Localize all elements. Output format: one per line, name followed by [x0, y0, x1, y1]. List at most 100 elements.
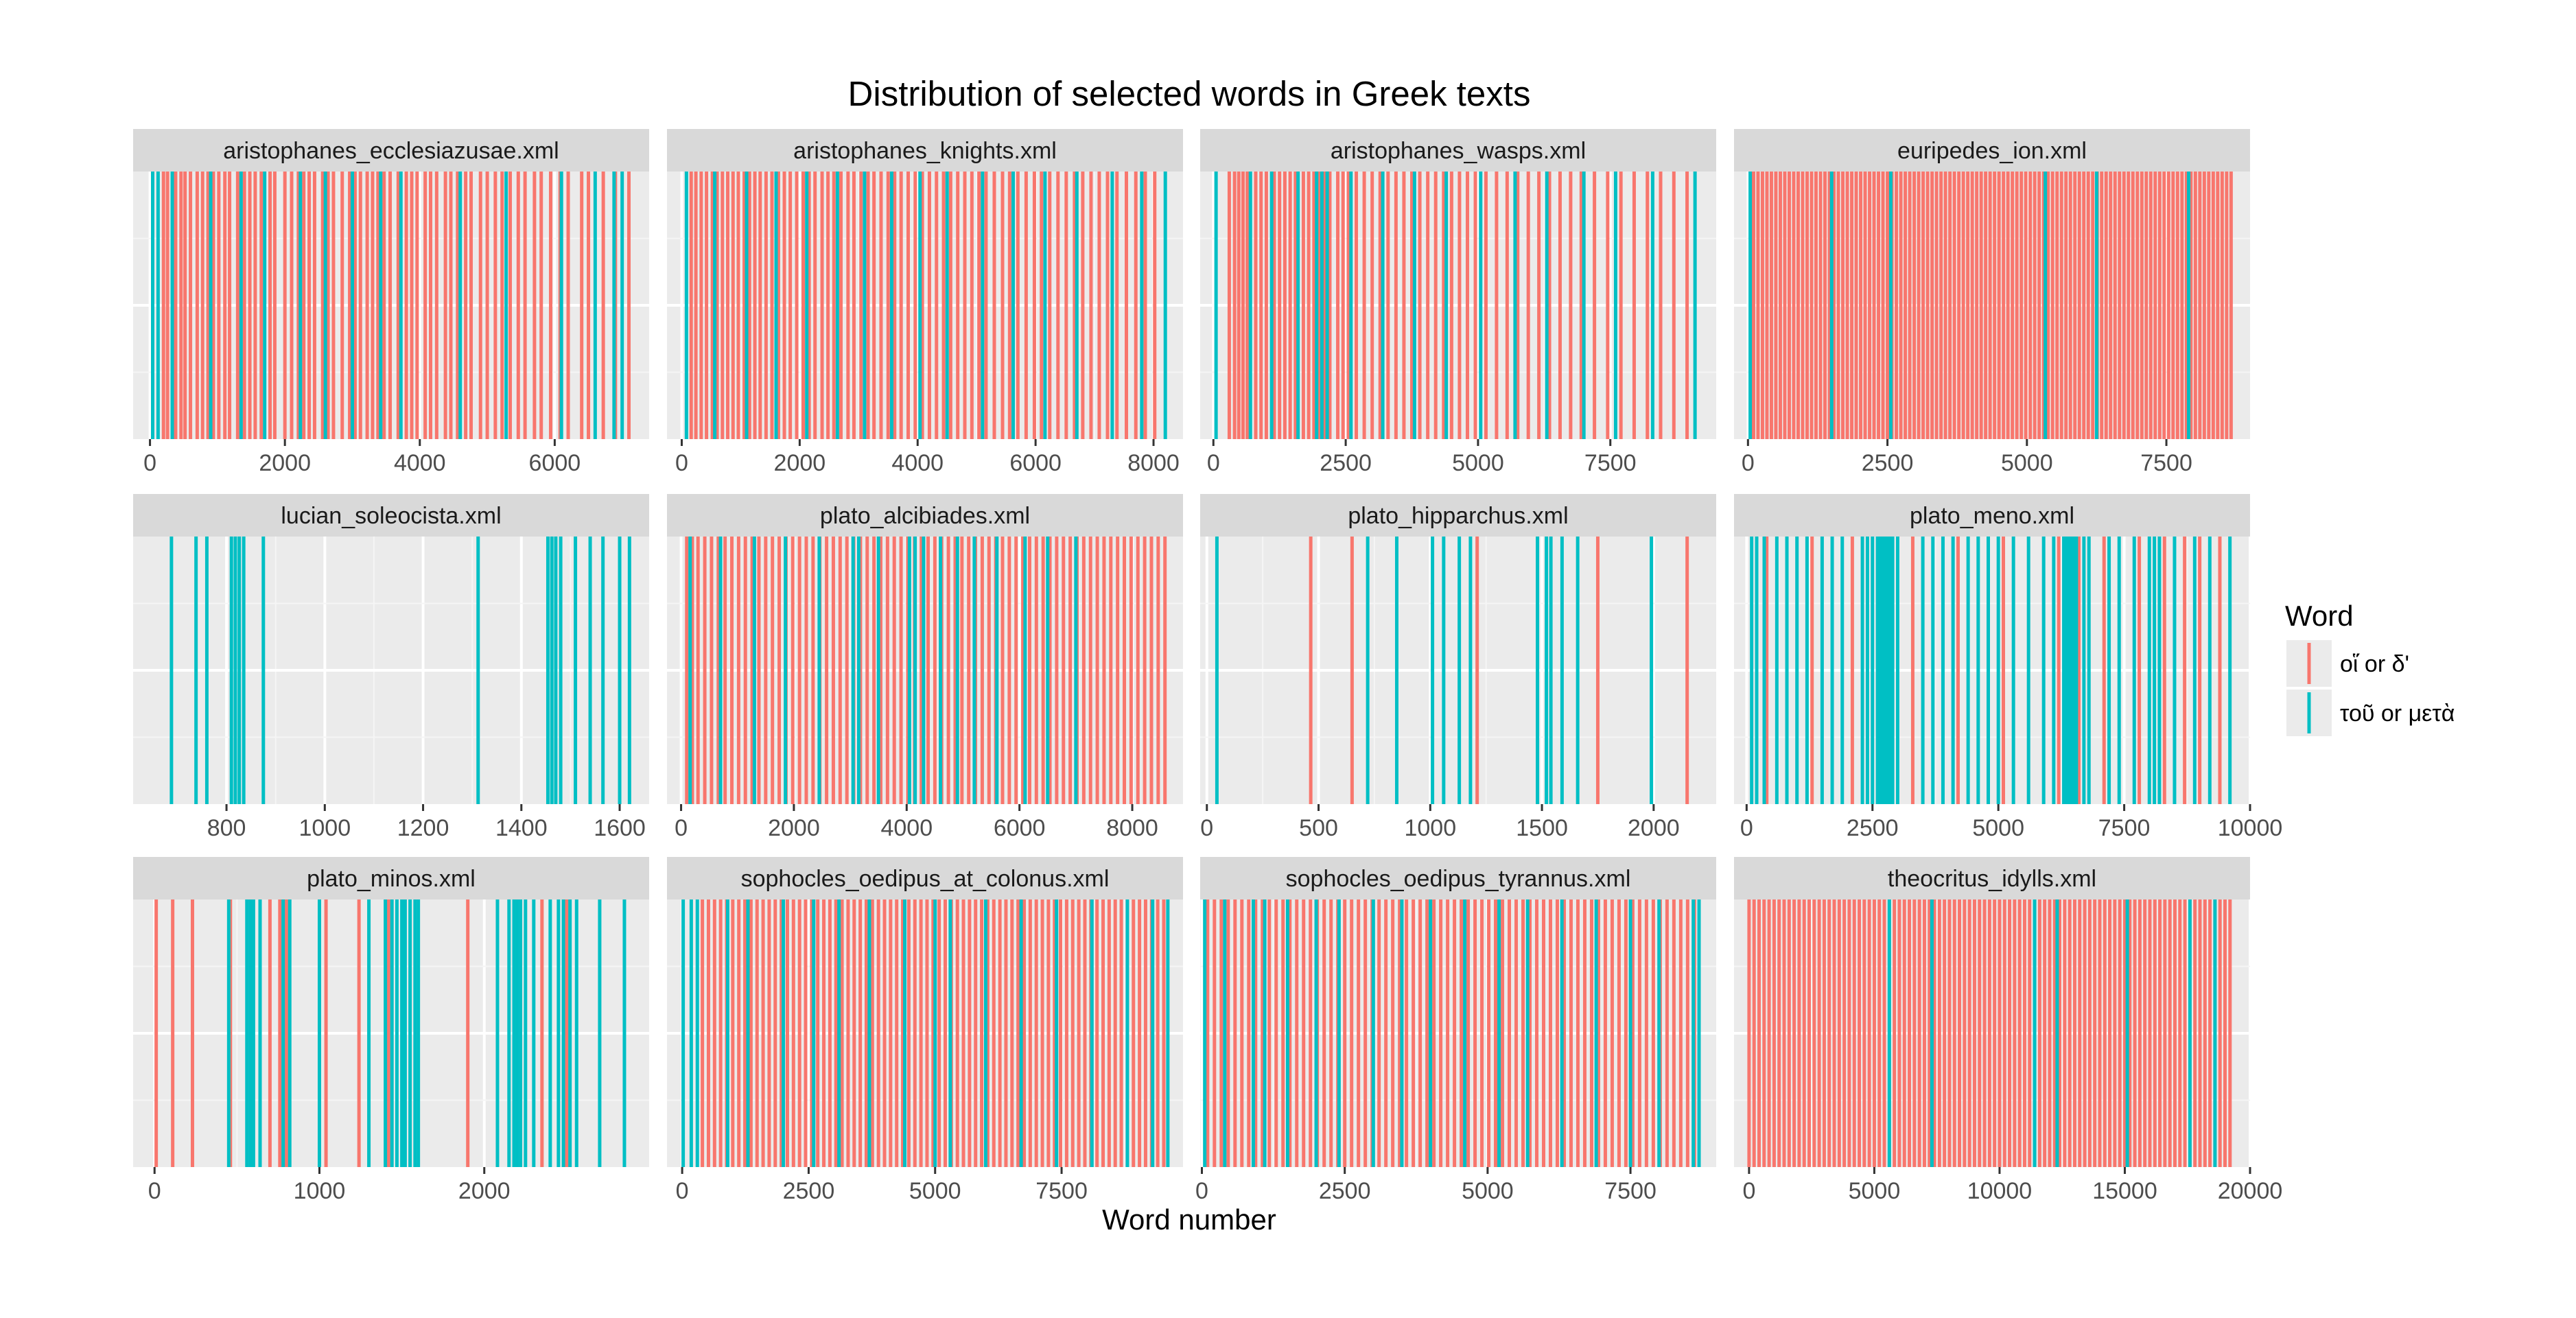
x-tick-label: 0	[1207, 450, 1220, 476]
facet-strip-label: plato_minos.xml	[307, 866, 476, 892]
x-tick-label: 1400	[495, 815, 548, 841]
x-tick-label: 6000	[994, 815, 1046, 841]
x-tick-label: 0	[143, 450, 156, 476]
x-axis: 0 2000 4000 6000 8000	[675, 804, 1158, 841]
x-tick-label: 15000	[2092, 1178, 2157, 1204]
x-tick-label: 7500	[1035, 1178, 1088, 1204]
facet-strip	[667, 857, 1183, 899]
word-marks	[1214, 172, 1697, 439]
x-tick-label: 2000	[259, 450, 311, 476]
facet-strip	[1200, 494, 1716, 537]
x-tick-label: 2500	[1319, 1178, 1371, 1204]
facet-strip-label: aristophanes_ecclesiazusae.xml	[223, 138, 559, 164]
x-axis: 0 5000 10000 15000 20000	[1742, 1167, 2282, 1204]
facet-strip-label: sophocles_oedipus_tyrannus.xml	[1286, 866, 1631, 892]
facet-strip	[133, 494, 649, 537]
facet-strip-label: theocritus_idylls.xml	[1888, 866, 2096, 892]
x-axis: 0 1000 2000	[148, 1167, 511, 1204]
facet-panel-2: aristophanes_knights.xml 0 2000 4000 6000 800…	[667, 129, 1183, 476]
word-marks	[681, 899, 1170, 1167]
word-marks	[1215, 537, 1689, 804]
facet-panel-1: aristophanes_ecclesiazusae.xml 0 2000 4000 6…	[133, 129, 649, 476]
x-tick-label: 2000	[458, 1178, 511, 1204]
word-marks	[685, 537, 1167, 804]
facet-panel-8: plato_meno.xml 0 2500 5000 7500 10000	[1734, 494, 2282, 841]
x-axis: 0 2000 4000 6000	[143, 439, 581, 476]
x-tick-label: 6000	[529, 450, 581, 476]
facet-panel-9: plato_minos.xml 0 1000 2000	[133, 857, 649, 1204]
x-axis: 0 500 1000 1500 2000	[1200, 804, 1680, 841]
x-tick-label: 7500	[2140, 450, 2192, 476]
x-tick-label: 500	[1299, 815, 1338, 841]
x-tick-label: 1000	[298, 815, 351, 841]
x-axis: 0 2500 5000 7500	[1742, 439, 2192, 476]
facet-strip-label: aristophanes_wasps.xml	[1331, 138, 1586, 164]
x-tick-label: 20000	[2218, 1178, 2283, 1204]
word-marks	[684, 172, 1167, 439]
x-tick-label: 0	[675, 815, 688, 841]
x-tick-label: 2000	[768, 815, 820, 841]
x-tick-label: 7500	[2098, 815, 2151, 841]
legend: Word οἵ or δ' τοῦ or μετὰ	[2285, 600, 2455, 736]
x-tick-label: 10000	[2218, 815, 2283, 841]
x-tick-label: 1600	[594, 815, 646, 841]
legend-label: τοῦ or μετὰ	[2340, 701, 2455, 727]
x-tick-label: 7500	[1584, 450, 1637, 476]
x-axis-label: Word number	[1102, 1203, 1276, 1236]
facet-strip	[667, 129, 1183, 172]
facet-strip	[1734, 129, 2250, 172]
x-tick-label: 1000	[294, 1178, 346, 1204]
word-marks	[1750, 537, 2232, 804]
x-tick-label: 2000	[774, 450, 826, 476]
x-tick-label: 2500	[1320, 450, 1372, 476]
x-tick-label: 0	[1742, 1178, 1755, 1204]
x-tick-label: 4000	[891, 450, 944, 476]
facet-strip	[1200, 857, 1716, 899]
facet-panel-7: plato_hipparchus.xml 0 500 1000 1500 2000	[1200, 494, 1716, 841]
facet-strip-label: aristophanes_knights.xml	[793, 138, 1057, 164]
word-marks	[154, 899, 627, 1167]
facet-panel-6: plato_alcibiades.xml 0 2000 4000 6000 8000	[667, 494, 1183, 841]
legend-item: οἵ or δ'	[2286, 640, 2409, 687]
facet-panel-12: theocritus_idylls.xml 0 5000 10000 15000 2000…	[1734, 857, 2282, 1204]
x-tick-label: 2000	[1628, 815, 1680, 841]
x-tick-label: 5000	[1452, 450, 1504, 476]
x-tick-label: 800	[207, 815, 246, 841]
facet-strip-label: plato_meno.xml	[1910, 503, 2074, 529]
x-tick-label: 1000	[1404, 815, 1456, 841]
x-axis: 0 2500 5000 7500 10000	[1740, 804, 2282, 841]
x-axis: 0 2500 5000 7500	[1207, 439, 1637, 476]
x-tick-label: 2500	[1847, 815, 1899, 841]
facet-strip	[133, 129, 649, 172]
x-tick-label: 5000	[1462, 1178, 1514, 1204]
x-tick-label: 0	[1742, 450, 1755, 476]
facet-panels: aristophanes_ecclesiazusae.xml 0 2000 4000 6…	[133, 129, 2282, 1204]
legend-item: τοῦ or μετὰ	[2286, 690, 2455, 736]
x-tick-label: 1500	[1516, 815, 1568, 841]
x-tick-label: 7500	[1604, 1178, 1656, 1204]
x-tick-label: 5000	[2001, 450, 2053, 476]
x-tick-label: 8000	[1106, 815, 1158, 841]
x-tick-label: 4000	[880, 815, 933, 841]
facet-strip	[667, 494, 1183, 537]
facet-strip	[1734, 857, 2250, 899]
word-marks	[151, 172, 631, 439]
facet-panel-10: sophocles_oedipus_at_colonus.xml 0 2500 500…	[667, 857, 1183, 1204]
facet-panel-4: euripedes_ion.xml 0 2500 5000 7500	[1734, 129, 2250, 476]
facet-strip	[1200, 129, 1716, 172]
facet-strip-label: lucian_soleocista.xml	[281, 503, 501, 529]
facet-panel-11: sophocles_oedipus_tyrannus.xml 0 2500 5000 7…	[1195, 857, 1716, 1204]
x-axis: 0 2000 4000 6000 8000	[675, 439, 1180, 476]
x-tick-label: 2500	[783, 1178, 835, 1204]
word-marks	[1748, 172, 2233, 439]
word-marks	[1203, 899, 1701, 1167]
x-tick-label: 5000	[1972, 815, 2024, 841]
x-tick-label: 1200	[397, 815, 449, 841]
word-marks	[169, 537, 631, 804]
facet-panel-5: lucian_soleocista.xml 800 1000 1200 1400 1600	[133, 494, 649, 841]
facet-strip	[1734, 494, 2250, 537]
x-tick-label: 0	[1740, 815, 1753, 841]
x-tick-label: 5000	[1849, 1178, 1901, 1204]
x-tick-label: 0	[676, 1178, 689, 1204]
